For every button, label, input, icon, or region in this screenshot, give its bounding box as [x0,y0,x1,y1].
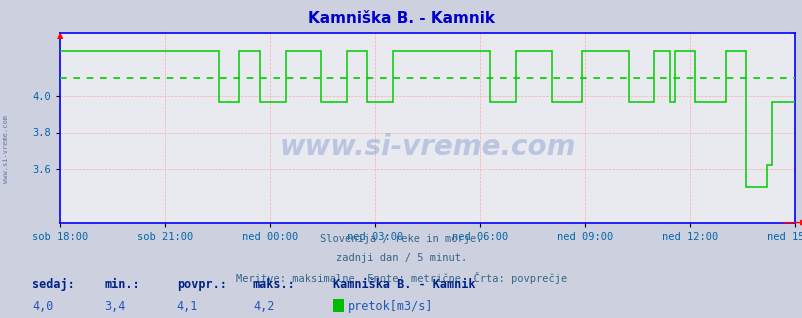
Text: www.si-vreme.com: www.si-vreme.com [3,115,10,183]
Text: 4,0: 4,0 [32,300,54,313]
Text: Kamniška B. - Kamnik: Kamniška B. - Kamnik [308,11,494,26]
Text: povpr.:: povpr.: [176,278,226,291]
Text: sedaj:: sedaj: [32,278,75,291]
Text: 4,1: 4,1 [176,300,198,313]
Text: pretok[m3/s]: pretok[m3/s] [347,300,432,313]
Text: www.si-vreme.com: www.si-vreme.com [279,133,575,161]
Text: Kamniška B. - Kamnik: Kamniška B. - Kamnik [333,278,475,291]
Text: zadnji dan / 5 minut.: zadnji dan / 5 minut. [335,253,467,263]
Text: Slovenija / reke in morje.: Slovenija / reke in morje. [320,234,482,244]
Text: maks.:: maks.: [253,278,295,291]
Text: min.:: min.: [104,278,140,291]
Text: 3,4: 3,4 [104,300,126,313]
Text: 4,2: 4,2 [253,300,274,313]
Text: Meritve: maksimalne  Enote: metrične  Črta: povprečje: Meritve: maksimalne Enote: metrične Črta… [236,272,566,284]
